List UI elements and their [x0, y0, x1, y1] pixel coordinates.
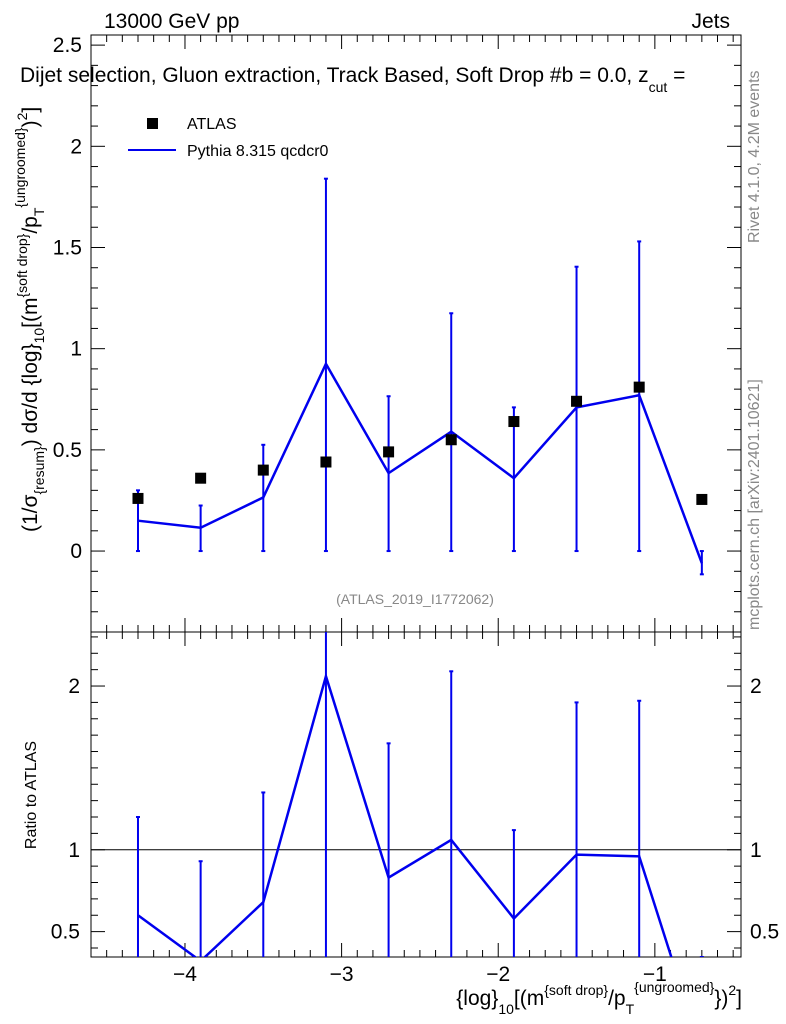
atlas-marker: [508, 416, 520, 428]
atlas-marker: [320, 456, 332, 468]
ratio-series-clipped: [135, 632, 704, 957]
ratio-panel: −4 −3 −2 −1 0.5 0.5 1 1 2 2 Ratio to ATLAS {log}1…: [23, 631, 779, 1017]
main-y-label-f: ]: [19, 107, 42, 113]
main-panel: 0 0.5 1 1.5 2 2.5 (ATLAS_2019_I1772062) ATLAS…: [12, 34, 742, 633]
main-y-label-e-sup: 2: [14, 112, 30, 120]
x-tick-label: −4: [173, 963, 197, 986]
y-tick-label: 2.5: [53, 34, 82, 57]
legend-atlas-marker: [147, 118, 158, 129]
plot-title-text: Dijet selection, Gluon extraction, Track…: [20, 64, 649, 87]
main-y-label-a-sub: {resum}: [31, 446, 47, 495]
ratio-y-tick-label-right: 2: [750, 675, 762, 698]
main-y-label-c-sup: {soft drop}: [14, 233, 30, 297]
main-y-label-a: (1/σ: [19, 494, 42, 532]
y-tick-label: 0.5: [53, 439, 82, 462]
main-y-label-d-sub: T: [31, 207, 47, 216]
analysis-label: (ATLAS_2019_I1772062): [336, 591, 494, 607]
atlas-marker: [195, 472, 207, 484]
plot-title-sub: cut: [649, 79, 668, 95]
plot-title-suffix: =: [667, 64, 685, 87]
main-y-label-d-sup: {ungroomed}: [12, 127, 28, 208]
legend: ATLAS Pythia 8.315 qcdcr0: [128, 116, 329, 160]
plot-title: Dijet selection, Gluon extraction, Track…: [20, 64, 685, 95]
ratio-series: [135, 632, 704, 957]
atlas-marker: [257, 464, 269, 476]
x-tick-label: −2: [486, 963, 510, 986]
y-tick-label: 1: [70, 338, 82, 361]
energy-label: 13000 GeV pp: [104, 10, 239, 33]
main-axis-ticks: 0 0.5 1 1.5 2 2.5: [53, 34, 741, 632]
x-label-c-sup: {ungroomed}: [634, 979, 715, 995]
mc-line: [137, 361, 704, 564]
atlas-marker: [696, 493, 708, 505]
mcplots-label: mcplots.cern.ch [arXiv:2401.10621]: [746, 379, 763, 630]
x-label-c-sub: T: [626, 1001, 635, 1017]
main-y-label-e: ): [19, 120, 42, 127]
rivet-version-label: Rivet 4.1.0, 4.2M events: [746, 70, 763, 243]
x-label-a: {log}: [456, 987, 498, 1010]
main-series: [132, 177, 708, 576]
y-tick-label: 1.5: [53, 236, 82, 259]
legend-mc-label: Pythia 8.315 qcdcr0: [187, 143, 329, 160]
main-y-label-d: /p: [19, 216, 42, 234]
main-y-label-b-sub: 10: [31, 328, 47, 344]
main-y-label-b: ) dσ/d {log}: [19, 343, 42, 446]
ratio-x-label: {log}10[(m{soft drop}/pT {ungroomed}})2]: [456, 979, 742, 1017]
ratio-frame: [90, 631, 742, 958]
ratio-line: [137, 671, 673, 957]
x-label-d-sup: 2: [728, 982, 736, 998]
x-tick-label: −1: [643, 963, 667, 986]
legend-atlas-label: ATLAS: [187, 116, 237, 133]
atlas-marker: [445, 434, 457, 446]
x-label-c: /p: [608, 987, 626, 1010]
atlas-marker: [383, 446, 395, 458]
atlas-marker: [571, 395, 583, 407]
main-y-label: (1/σ{resum}) dσ/d {log}10[(m{soft drop}/…: [12, 107, 47, 532]
ratio-y-tick-label: 1: [68, 839, 80, 862]
x-label-b: [(m: [514, 987, 544, 1010]
x-label-d: }): [714, 987, 728, 1010]
ratio-y-tick-label-right: 1: [750, 839, 762, 862]
ratio-y-label: Ratio to ATLAS: [23, 741, 40, 849]
atlas-marker: [633, 381, 645, 393]
y-tick-label: 2: [70, 135, 82, 158]
main-y-label-c: [(m: [19, 298, 42, 328]
ratio-y-tick-label: 2: [68, 675, 80, 698]
y-tick-label: 0: [70, 540, 82, 563]
ratio-y-tick-label-right: 0.5: [750, 921, 779, 944]
x-label-b-sup: {soft drop}: [544, 982, 608, 998]
x-tick-label: −3: [330, 963, 354, 986]
x-label-e: ]: [736, 987, 742, 1010]
atlas-marker: [132, 492, 144, 504]
x-label-a-sub: 10: [498, 1001, 514, 1017]
ratio-y-tick-label: 0.5: [51, 921, 80, 944]
category-label: Jets: [691, 10, 730, 33]
